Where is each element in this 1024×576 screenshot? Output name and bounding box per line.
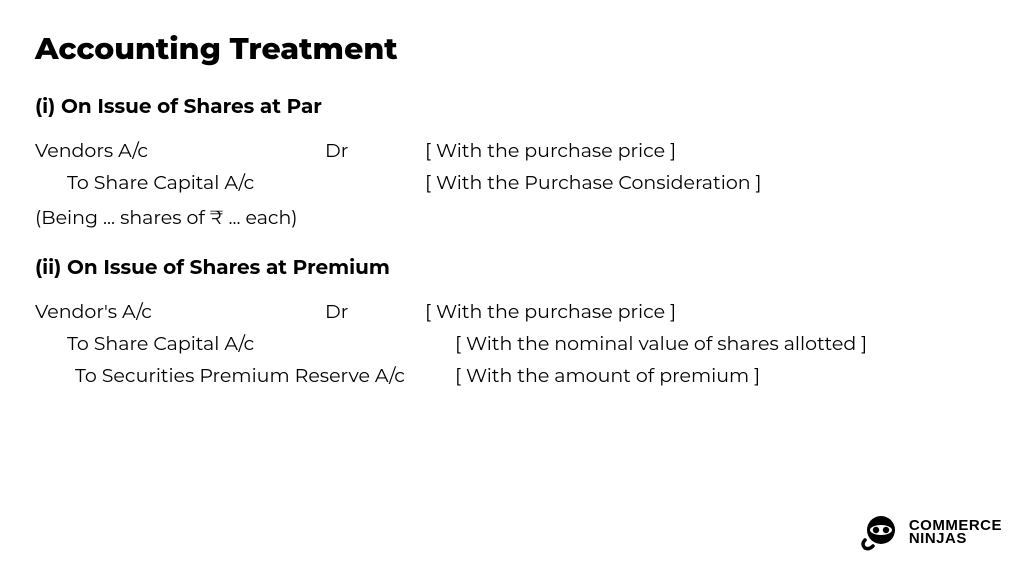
entry-row: To Share Capital A/c [ With the Purchase… xyxy=(35,167,989,199)
entry-note: [ With the nominal value of shares allot… xyxy=(455,328,989,360)
brand-line2: NINJAS xyxy=(909,532,1002,546)
account-name: Vendors A/c xyxy=(35,135,325,167)
section-heading-par: (i) On Issue of Shares at Par xyxy=(35,95,989,119)
account-name: Vendor's A/c xyxy=(35,296,325,328)
dr-label: Dr xyxy=(325,296,425,328)
journal-entry-premium: Vendor's A/c Dr [ With the purchase pric… xyxy=(35,296,989,393)
entry-note: [ With the amount of premium ] xyxy=(455,360,989,392)
entry-row: To Share Capital A/c [ With the nominal … xyxy=(35,328,989,360)
page-title: Accounting Treatment xyxy=(35,30,989,67)
account-name: To Securities Premium Reserve A/c xyxy=(35,360,455,392)
account-name: To Share Capital A/c xyxy=(35,328,455,360)
entry-note: [ With the Purchase Consideration ] xyxy=(425,167,989,199)
ninja-icon xyxy=(859,510,903,554)
brand-text: COMMERCE NINJAS xyxy=(909,519,1002,546)
dr-label: Dr xyxy=(325,135,425,167)
entry-note: [ With the purchase price ] xyxy=(425,135,989,167)
brand-logo: COMMERCE NINJAS xyxy=(859,510,1002,554)
journal-entry-par: Vendors A/c Dr [ With the purchase price… xyxy=(35,135,989,234)
entry-row: To Securities Premium Reserve A/c [ With… xyxy=(35,360,989,392)
entry-row: Vendors A/c Dr [ With the purchase price… xyxy=(35,135,989,167)
entry-note: [ With the purchase price ] xyxy=(425,296,989,328)
narration-text: (Being ... shares of ₹ ... each) xyxy=(35,202,989,234)
entry-row: Vendor's A/c Dr [ With the purchase pric… xyxy=(35,296,989,328)
section-heading-premium: (ii) On Issue of Shares at Premium xyxy=(35,256,989,280)
account-name: To Share Capital A/c xyxy=(35,167,325,199)
